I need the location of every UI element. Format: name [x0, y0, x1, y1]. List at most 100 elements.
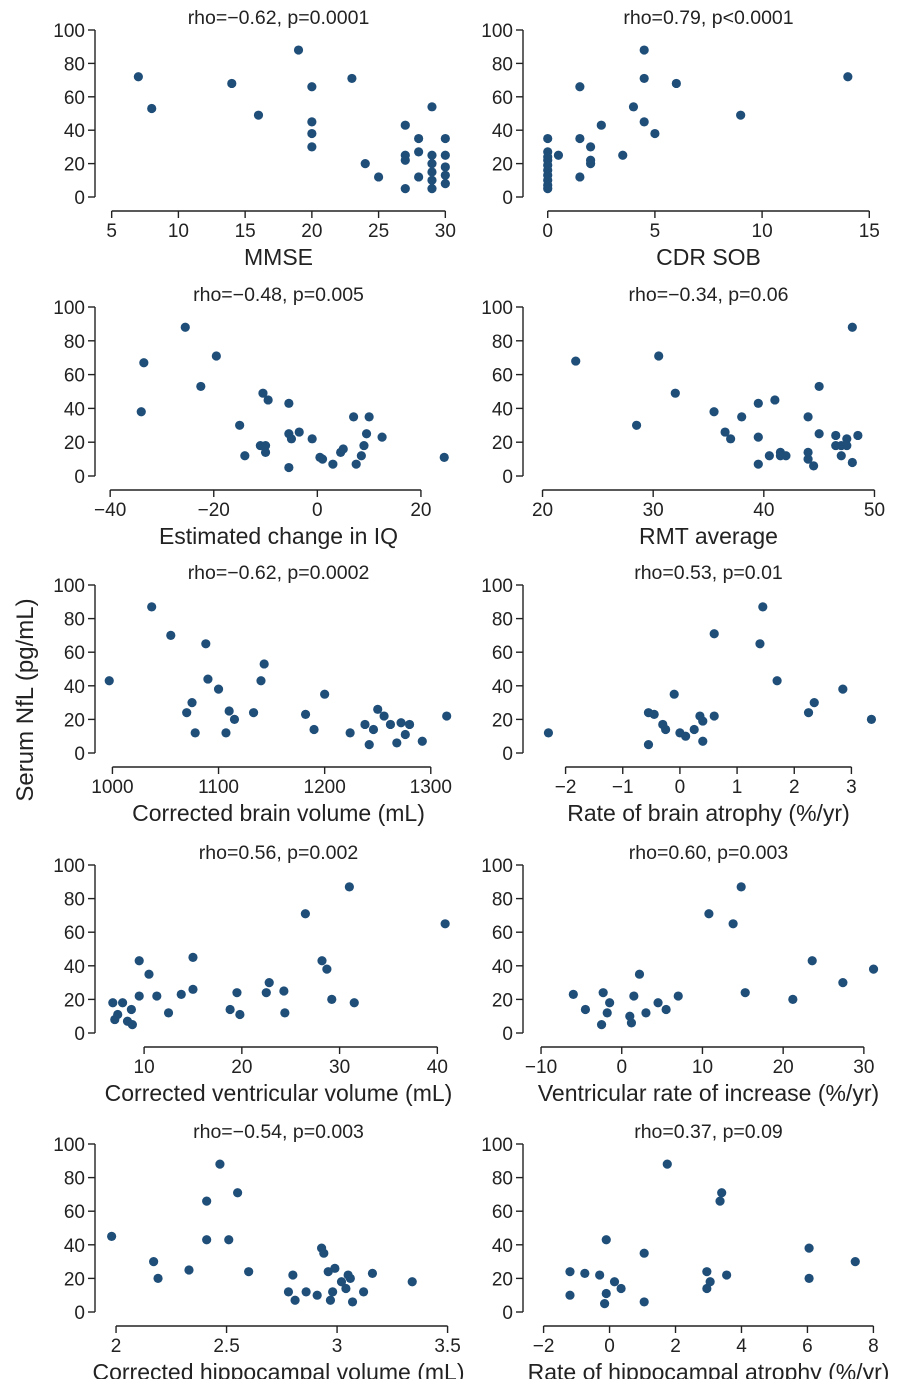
data-point: [307, 117, 317, 127]
data-point: [831, 430, 841, 441]
y-tick-label: 60: [64, 923, 85, 944]
x-tick-label: 25: [368, 221, 389, 242]
data-point: [414, 147, 424, 157]
data-point: [442, 711, 452, 721]
y-tick-label: 20: [64, 433, 85, 454]
y-tick-label: 100: [53, 856, 85, 877]
data-point: [414, 133, 424, 144]
x-tick-label: 20: [231, 1057, 252, 1078]
x-tick-label: 2: [789, 777, 800, 798]
x-tick-label: 0: [675, 777, 686, 798]
y-tick-label: 80: [492, 890, 513, 911]
data-point: [753, 398, 763, 408]
data-point: [202, 1235, 212, 1245]
x-tick-label: 2: [670, 1336, 681, 1357]
data-point: [585, 142, 596, 152]
data-point: [804, 1273, 814, 1283]
data-point: [184, 1265, 194, 1275]
y-tick-label: 100: [53, 298, 85, 319]
y-tick-label: 100: [53, 21, 85, 42]
correlation-annotation: rho=−0.48, p=0.005: [193, 284, 364, 306]
x-tick-label: 10: [168, 221, 189, 242]
data-point: [322, 964, 332, 974]
data-point: [709, 629, 719, 639]
data-point: [709, 711, 719, 721]
data-point: [709, 407, 719, 417]
data-point: [320, 689, 330, 699]
data-point: [360, 159, 370, 169]
data-point: [616, 1283, 626, 1294]
data-point: [229, 714, 240, 725]
data-point: [364, 740, 374, 750]
data-point: [264, 978, 274, 988]
x-tick-label: 2.5: [213, 1336, 239, 1357]
x-tick-label: 3: [846, 777, 857, 798]
data-point: [349, 998, 359, 1008]
data-point: [261, 988, 271, 998]
y-tick-label: 20: [492, 710, 513, 731]
data-point: [440, 133, 450, 144]
data-point: [341, 1283, 351, 1294]
data-point: [717, 1188, 727, 1198]
data-point: [653, 998, 663, 1008]
data-point: [772, 676, 782, 686]
data-point: [280, 1008, 290, 1018]
data-point: [618, 150, 628, 160]
data-point: [838, 978, 848, 988]
data-point: [595, 1270, 605, 1280]
x-tick-label: 40: [753, 500, 774, 521]
data-point: [307, 434, 317, 444]
data-point: [235, 420, 245, 430]
data-point: [203, 674, 213, 684]
data-point: [753, 432, 763, 442]
x-tick-label: 3.5: [434, 1336, 460, 1357]
data-point: [722, 1270, 732, 1280]
y-tick-label: 20: [64, 990, 85, 1011]
data-point: [359, 440, 369, 451]
x-tick-label: −20: [198, 500, 230, 521]
data-point: [571, 356, 581, 366]
correlation-annotation: rho=0.79, p<0.0001: [623, 7, 793, 29]
x-tick-label: 0: [542, 221, 553, 242]
y-tick-label: 100: [481, 21, 513, 42]
data-point: [847, 457, 857, 468]
data-point: [803, 708, 814, 718]
y-tick-label: 40: [492, 677, 513, 698]
data-point: [182, 708, 192, 718]
data-point: [301, 1287, 311, 1297]
x-tick-label: 1100: [198, 777, 239, 798]
data-point: [440, 170, 450, 180]
data-point: [404, 719, 415, 730]
data-point: [396, 718, 406, 728]
data-point: [338, 444, 348, 454]
y-tick-label: 80: [492, 332, 513, 353]
x-tick-label: 20: [532, 500, 553, 521]
x-tick-label: 2: [111, 1336, 122, 1357]
y-tick-label: 60: [64, 1202, 85, 1223]
data-point: [698, 716, 708, 726]
y-tick-label: 20: [492, 990, 513, 1011]
data-point: [753, 459, 763, 469]
data-point: [309, 724, 319, 735]
y-tick-label: 60: [492, 643, 513, 664]
data-point: [392, 738, 402, 748]
data-point: [417, 736, 427, 746]
data-point: [807, 956, 817, 966]
data-point: [689, 724, 699, 735]
y-tick-label: 100: [53, 1135, 85, 1156]
data-point: [221, 728, 231, 738]
data-point: [379, 711, 389, 721]
y-tick-label: 40: [64, 957, 85, 978]
data-point: [133, 72, 143, 82]
data-point: [149, 1257, 159, 1267]
data-point: [233, 1188, 243, 1198]
data-point: [440, 179, 450, 189]
data-point: [543, 133, 553, 144]
data-point: [336, 1277, 347, 1287]
data-point: [847, 322, 857, 332]
y-tick-label: 100: [53, 576, 85, 597]
